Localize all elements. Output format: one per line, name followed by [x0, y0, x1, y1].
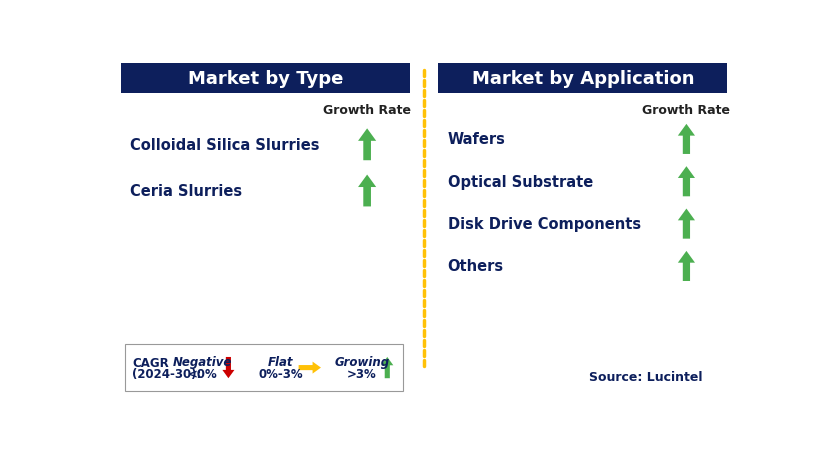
Polygon shape	[358, 175, 376, 207]
Polygon shape	[677, 209, 694, 239]
Text: Source: Lucintel: Source: Lucintel	[589, 370, 702, 383]
Text: Colloidal Silica Slurries: Colloidal Silica Slurries	[130, 138, 319, 152]
Text: Growing: Growing	[334, 355, 389, 368]
Text: <0%: <0%	[188, 368, 218, 381]
Text: Growth Rate: Growth Rate	[323, 104, 411, 117]
Text: 0%-3%: 0%-3%	[258, 368, 302, 381]
Text: Market by Type: Market by Type	[187, 70, 343, 88]
Polygon shape	[358, 129, 376, 161]
Bar	[121, 64, 409, 94]
Polygon shape	[298, 362, 320, 374]
Text: >3%: >3%	[346, 368, 376, 381]
Bar	[438, 64, 727, 94]
Text: CAGR: CAGR	[132, 356, 169, 369]
Text: Growth Rate: Growth Rate	[642, 104, 729, 117]
Text: Optical Substrate: Optical Substrate	[447, 174, 592, 189]
Polygon shape	[677, 167, 694, 197]
Text: Ceria Slurries: Ceria Slurries	[130, 184, 242, 199]
Text: (2024-30):: (2024-30):	[132, 368, 201, 381]
Text: Market by Application: Market by Application	[471, 70, 693, 88]
Text: Disk Drive Components: Disk Drive Components	[447, 217, 640, 232]
Text: Wafers: Wafers	[447, 132, 505, 147]
Polygon shape	[381, 357, 392, 378]
Polygon shape	[677, 124, 694, 155]
Bar	[125, 344, 402, 392]
Text: Negative: Negative	[173, 355, 232, 368]
Text: Flat: Flat	[267, 355, 293, 368]
Text: Others: Others	[447, 259, 503, 274]
Polygon shape	[222, 357, 234, 378]
Polygon shape	[677, 252, 694, 281]
